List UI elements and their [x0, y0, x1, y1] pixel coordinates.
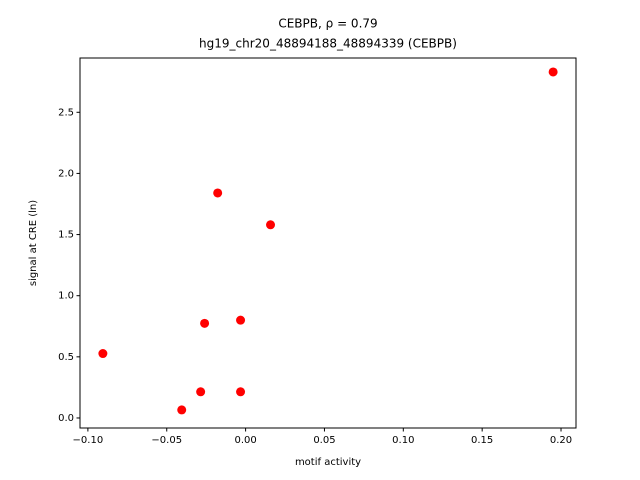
y-tick-label: 0.0: [58, 413, 74, 424]
x-tick-label: −0.10: [73, 435, 104, 446]
point: [177, 405, 187, 415]
x-tick-label: 0.05: [313, 435, 335, 446]
plot-frame: [79, 57, 577, 429]
point: [213, 188, 223, 198]
y-tick-label: 1.5: [58, 230, 74, 241]
point: [98, 349, 108, 359]
chart-subtitle: hg19_chr20_48894188_48894339 (CEBPB): [199, 37, 457, 51]
point: [548, 67, 558, 77]
point: [236, 387, 246, 397]
point: [200, 318, 210, 328]
x-tick-label: −0.05: [151, 435, 182, 446]
point: [196, 387, 206, 397]
point: [236, 315, 246, 325]
x-axis-label: motif activity: [295, 457, 361, 468]
x-tick-label: 0.15: [471, 435, 493, 446]
x-tick-label: 0.10: [392, 435, 414, 446]
x-tick-label: 0.00: [234, 435, 256, 446]
y-tick-label: 1.0: [58, 291, 74, 302]
chart-title: CEBPB, ρ = 0.79: [278, 17, 377, 31]
x-tick-label: 0.20: [550, 435, 572, 446]
y-tick-label: 2.0: [58, 168, 74, 179]
y-tick-label: 2.5: [58, 107, 74, 118]
point: [266, 220, 276, 230]
y-axis-label: signal at CRE (ln): [28, 200, 39, 286]
y-tick-label: 0.5: [58, 352, 74, 363]
